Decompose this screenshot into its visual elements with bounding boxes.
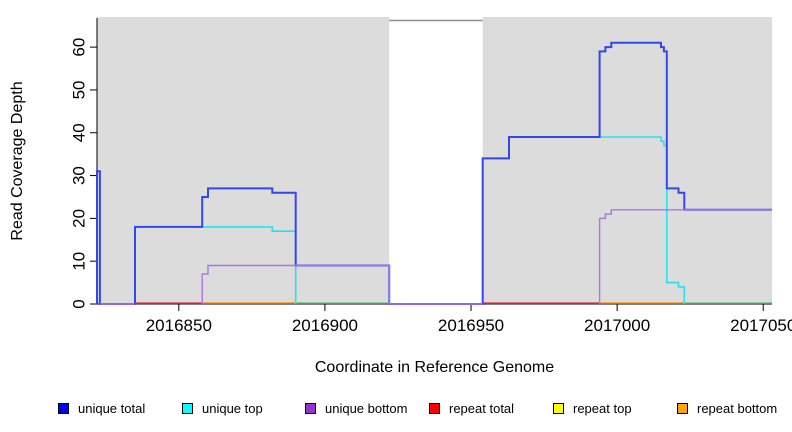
legend-item-repeat-top: repeat top [553,398,632,418]
legend-label-unique-top: unique top [202,400,263,416]
legend-label-repeat-total: repeat total [449,400,515,416]
x-tick-label-2017000: 2017000 [584,316,650,335]
legend-swatch-unique-bottom [305,402,316,414]
legend-item-repeat-bottom: repeat bottom [677,398,777,418]
legend-label-repeat-bottom: repeat bottom [697,400,778,416]
legend-item-unique-total: unique total [58,398,145,418]
legend-swatch-repeat-bottom [677,402,688,414]
legend-label-repeat-top: repeat top [573,400,632,416]
chart-legend: unique total unique top unique bottom repea… [0,398,792,420]
legend-label-unique-bottom: unique bottom [325,400,408,416]
covered-region-2 [482,17,772,304]
y-axis-label: Read Coverage Depth [9,81,26,241]
y-tick-label-50: 50 [70,80,89,99]
legend-item-repeat-total: repeat total [429,398,514,418]
covered-region-0 [97,17,390,304]
y-tick-label-60: 60 [70,38,89,57]
x-tick-label-2016850: 2016850 [146,316,212,335]
legend-swatch-unique-top [182,402,193,414]
legend-item-unique-top: unique top [182,398,263,418]
legend-item-unique-bottom: unique bottom [305,398,407,418]
x-tick-label-2016950: 2016950 [438,316,504,335]
legend-swatch-repeat-top [553,402,564,414]
legend-swatch-unique-total [58,402,69,414]
y-tick-label-30: 30 [70,166,89,185]
y-tick-label-10: 10 [70,252,89,271]
y-tick-label-40: 40 [70,123,89,142]
legend-label-unique-total: unique total [78,400,146,416]
x-tick-label-2017050: 2017050 [730,316,792,335]
series-unique-total-path-0 [96,41,772,305]
series-unique-bottom-path-1 [201,264,483,305]
series-unique-bottom-path-2 [598,209,772,304]
y-tick-label-0: 0 [70,299,89,308]
legend-swatch-repeat-total [429,402,440,414]
y-tick-label-20: 20 [70,209,89,228]
x-axis-label: Coordinate in Reference Genome [314,359,555,376]
x-tick-label-2016900: 2016900 [292,316,358,335]
